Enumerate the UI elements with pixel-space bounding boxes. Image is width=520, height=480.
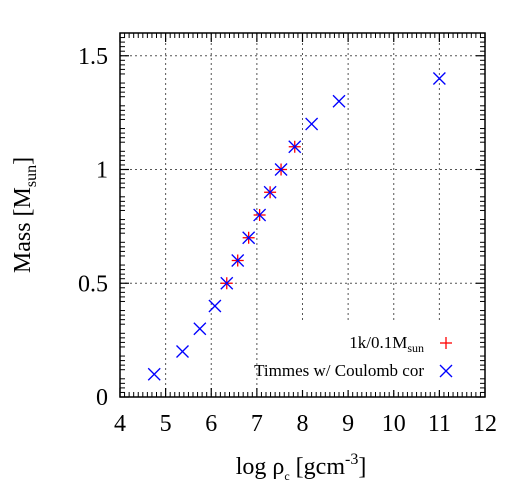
grid	[120, 33, 485, 397]
data-point-cross	[263, 185, 277, 199]
y-axis-label: Mass [Msun]	[10, 157, 40, 273]
marker-stroke	[332, 94, 346, 108]
data-point-cross	[288, 140, 302, 154]
marker-stroke	[263, 185, 277, 199]
x-tick-label: 6	[205, 411, 217, 437]
marker-stroke	[253, 208, 267, 222]
data-point-cross	[332, 94, 346, 108]
y-tick-label: 1.5	[78, 44, 108, 70]
marker-stroke	[288, 140, 302, 154]
data-point-cross	[242, 231, 256, 245]
series-1	[220, 140, 301, 290]
data-point-cross	[305, 117, 319, 131]
legend-label-2: Timmes w/ Coulomb cor	[254, 361, 424, 380]
x-tick-label: 11	[428, 411, 451, 437]
legend: 1k/0.1Msun Timmes w/ Coulomb cor	[254, 322, 480, 390]
data-point-cross	[432, 72, 446, 85]
data-point-cross	[253, 208, 267, 222]
data-point-cross	[176, 345, 189, 358]
series-2	[147, 72, 446, 381]
marker-stroke	[305, 117, 319, 131]
marker-stroke	[220, 276, 234, 290]
y-tick-label: 1	[96, 158, 108, 184]
x-axis-ticks: 4 5 6 7 8 9 10 11 12	[114, 33, 497, 437]
y-tick-label: 0	[96, 385, 108, 411]
x-tick-label: 4	[114, 411, 126, 437]
legend-box	[262, 322, 480, 390]
marker-stroke	[193, 322, 207, 336]
marker-stroke	[439, 364, 453, 378]
marker-stroke	[208, 299, 222, 313]
marker-stroke	[242, 231, 256, 245]
x-axis-label: log ρc [gcm-3]	[236, 451, 367, 480]
data-point-cross	[231, 254, 245, 267]
legend-marker-1	[440, 337, 452, 349]
x-tick-label: 10	[382, 411, 406, 437]
marker-stroke	[432, 72, 446, 85]
marker-stroke	[147, 367, 161, 381]
y-axis-ticks: 0 0.5 1 1.5	[78, 37, 485, 411]
data-point-cross	[274, 163, 288, 176]
x-tick-label: 12	[473, 411, 497, 437]
x-tick-label: 8	[297, 411, 309, 437]
legend-label-1: 1k/0.1Msun	[349, 333, 424, 355]
data-point-cross	[220, 276, 234, 290]
data-series	[147, 72, 446, 381]
data-point-cross	[193, 322, 207, 336]
x-tick-label: 7	[251, 411, 263, 437]
marker-stroke	[274, 163, 288, 176]
x-tick-label: 9	[342, 411, 354, 437]
marker-stroke	[176, 345, 189, 358]
y-tick-label: 0.5	[78, 271, 108, 297]
data-point-cross	[147, 367, 161, 381]
legend-marker-2	[439, 364, 453, 378]
marker-stroke	[231, 254, 245, 267]
x-tick-label: 5	[160, 411, 172, 437]
data-point-cross	[208, 299, 222, 313]
